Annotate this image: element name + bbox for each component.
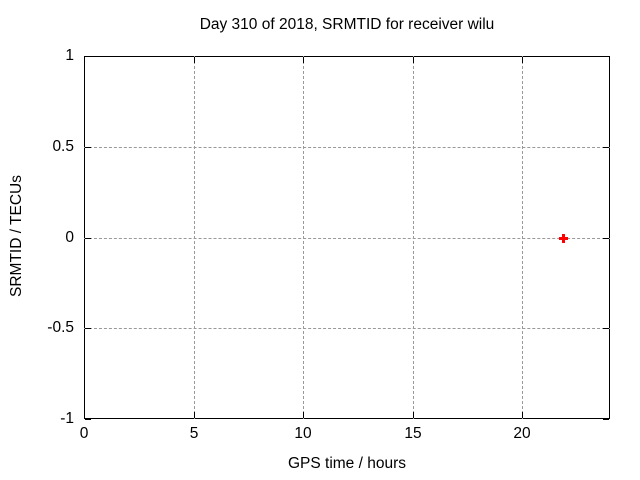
x-tick-label: 10	[294, 425, 312, 442]
x-tick-top	[194, 57, 195, 63]
x-tick-bottom	[84, 412, 85, 418]
x-axis-label: GPS time / hours	[287, 455, 406, 472]
y-gridline	[84, 328, 610, 329]
y-tick-label: -0.5	[47, 319, 74, 336]
x-tick-bottom	[194, 412, 195, 418]
x-tick-top	[84, 57, 85, 63]
y-tick-left	[85, 238, 91, 239]
plot-area	[84, 56, 610, 419]
x-tick-bottom	[413, 412, 414, 418]
y-gridline	[84, 147, 610, 148]
y-tick-label: 1	[65, 47, 74, 64]
y-tick-left	[85, 56, 91, 57]
y-tick-left	[85, 419, 91, 420]
x-tick-label: 5	[189, 425, 199, 442]
data-point-marker	[562, 234, 565, 243]
x-tick-label: 0	[79, 425, 89, 442]
y-tick-label: 0	[65, 229, 74, 246]
y-tick-right	[603, 328, 609, 329]
x-tick-label: 15	[404, 425, 422, 442]
x-tick-top	[413, 57, 414, 63]
x-tick-top	[522, 57, 523, 63]
y-gridline	[84, 238, 610, 239]
x-tick-top	[303, 57, 304, 63]
y-tick-right	[603, 56, 609, 57]
y-tick-label: 0.5	[52, 138, 74, 155]
y-tick-right	[603, 238, 609, 239]
x-gridline	[413, 56, 414, 419]
x-tick-label: 20	[513, 425, 531, 442]
y-tick-right	[603, 419, 609, 420]
y-tick-right	[603, 147, 609, 148]
chart-title: Day 310 of 2018, SRMTID for receiver wil…	[199, 16, 495, 33]
x-tick-bottom	[303, 412, 304, 418]
x-gridline	[522, 56, 523, 419]
x-gridline	[303, 56, 304, 419]
y-tick-left	[85, 147, 91, 148]
x-tick-bottom	[522, 412, 523, 418]
x-gridline	[194, 56, 195, 419]
y-tick-left	[85, 328, 91, 329]
y-tick-label: -1	[60, 410, 74, 427]
